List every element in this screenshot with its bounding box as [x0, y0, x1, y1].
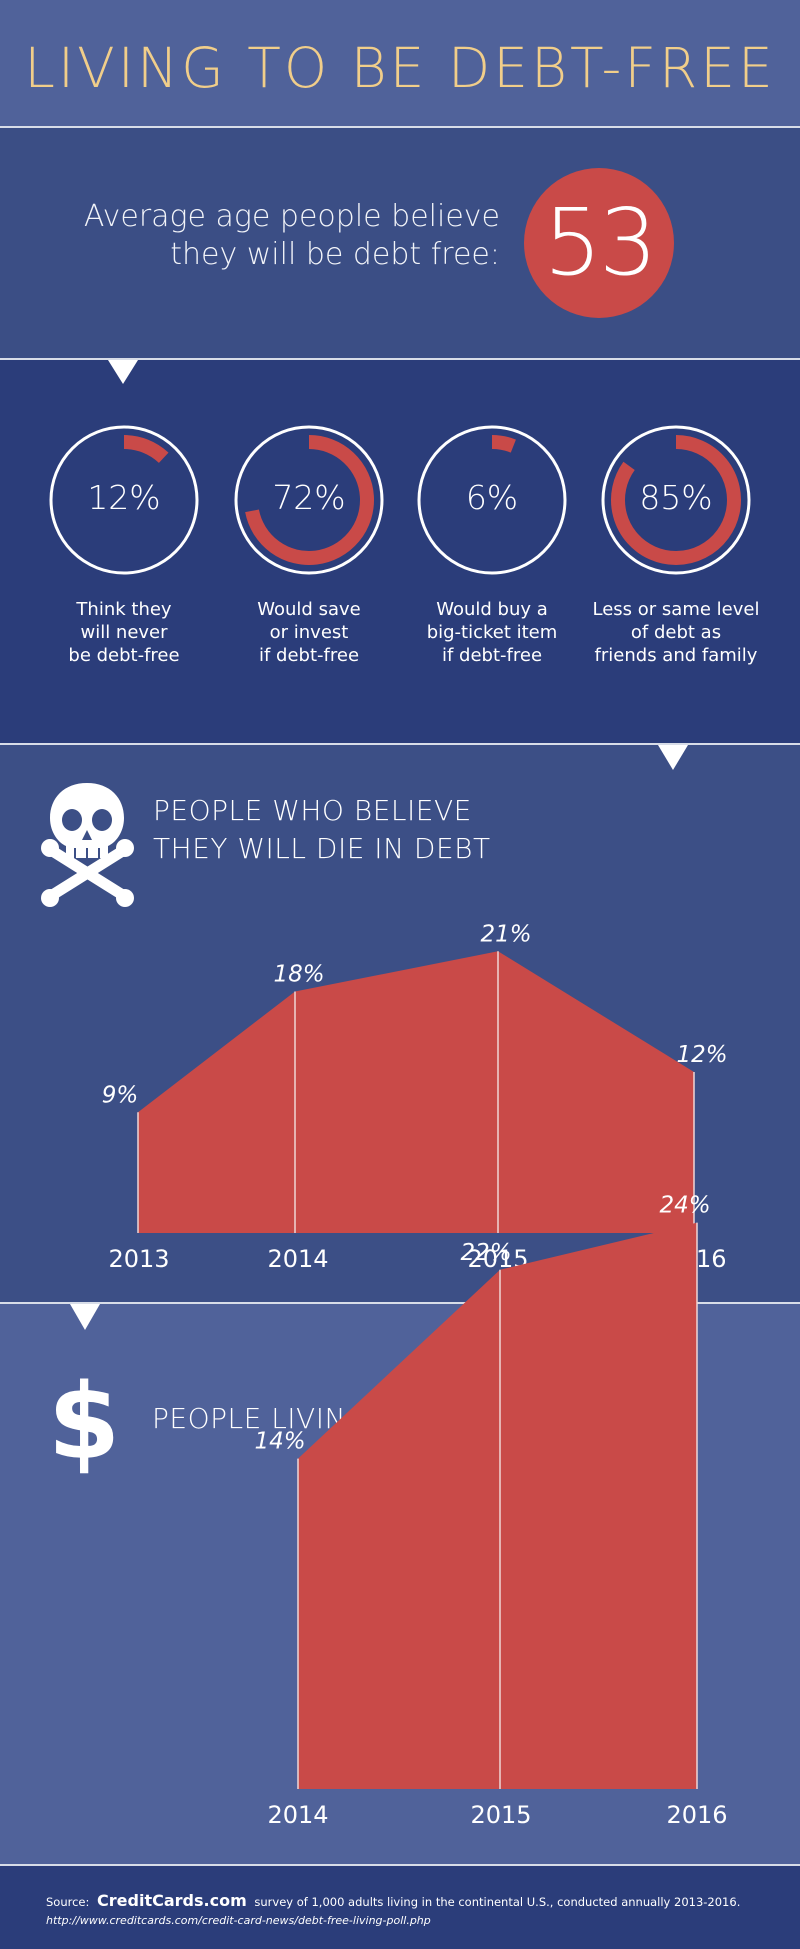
skull-crossbones-icon — [41, 783, 134, 907]
age-caption: Average age people believe they will be … — [60, 198, 500, 274]
stat-label-line: friends and family — [594, 645, 758, 666]
divider — [0, 126, 800, 128]
stat-ring-outline — [601, 425, 751, 575]
area-fill — [138, 951, 694, 1233]
stat-label-line: of debt as — [630, 622, 722, 643]
footer-source: Source: CreditCards.com survey of 1,000 … — [46, 1891, 740, 1910]
stat-ring-arc — [491, 435, 516, 453]
data-label: 14% — [254, 1429, 305, 1455]
data-label: 24% — [659, 1193, 710, 1219]
stat-ring-outline — [49, 425, 199, 575]
stat-ring-outline — [417, 425, 567, 575]
x-tick-label: 2014 — [267, 1801, 328, 1829]
footer-brand: CreditCards.com — [97, 1891, 247, 1910]
stat-value: 12% — [87, 478, 161, 517]
page-title: LIVING TO BE DEBT-FREE — [24, 36, 776, 100]
chart2-plot: 14% 2014 22% 2015 24% 2016 — [254, 1193, 727, 1829]
data-label: 22% — [460, 1240, 511, 1266]
divider — [0, 743, 800, 745]
stats-rings — [49, 425, 751, 575]
stat-label-line: will never — [80, 622, 168, 643]
chart1-title: PEOPLE WHO BELIEVE THEY WILL DIE IN DEBT — [153, 792, 491, 868]
divider — [0, 358, 800, 360]
stat-ring-outline — [234, 425, 384, 575]
footer-source-prefix: Source: — [46, 1895, 90, 1909]
age-caption-line1: Average age people believe — [83, 199, 500, 234]
chart1-title-line2: THEY WILL DIE IN DEBT — [153, 832, 491, 865]
age-caption-line2: they will be debt free: — [170, 237, 500, 272]
stat-label-line: Would save — [257, 599, 361, 620]
footer-source-text: survey of 1,000 adults living in the con… — [254, 1895, 741, 1909]
stat-label-line: Less or same level — [592, 599, 760, 620]
data-label: 18% — [273, 962, 324, 988]
stat-ring-arc — [245, 435, 374, 565]
data-label: 9% — [102, 1082, 139, 1108]
stat-label-line: if debt-free — [258, 645, 360, 666]
stat-label-line: if debt-free — [441, 645, 543, 666]
age-value: 53 — [543, 189, 657, 296]
pointer-triangle — [658, 745, 688, 770]
dollar-sign-icon: $ — [48, 1361, 120, 1483]
area-fill — [298, 1222, 697, 1789]
stat-label-line: Would buy a — [436, 599, 548, 620]
stat-label-line: be debt-free — [68, 645, 180, 666]
stat-label: Less or same level of debt as friends and … — [576, 598, 776, 667]
divider — [0, 1864, 800, 1866]
data-label: 12% — [676, 1042, 727, 1068]
x-tick-label: 2014 — [267, 1245, 328, 1273]
stat-label: Think they will never be debt-free — [24, 598, 224, 667]
title-band: LIVING TO BE DEBT-FREE — [0, 0, 800, 126]
stat-ring-arc — [123, 435, 169, 464]
stat-label-line: big-ticket item — [426, 622, 558, 643]
x-tick-label: 2013 — [108, 1245, 169, 1273]
stat-value: 6% — [465, 478, 519, 517]
stat-label: Would save or invest if debt-free — [209, 598, 409, 667]
pointer-triangle — [70, 1304, 100, 1330]
pointer-triangle — [108, 360, 138, 384]
footer-band — [0, 1866, 800, 1949]
stat-label-line: Think they — [76, 599, 172, 620]
stat-label: Would buy a big-ticket item if debt-free — [392, 598, 592, 667]
stat-value: 85% — [639, 478, 713, 517]
data-label: 21% — [480, 921, 531, 947]
stat-label-line: or invest — [269, 622, 349, 643]
chart1-title-line1: PEOPLE WHO BELIEVE — [153, 794, 472, 827]
age-circle — [524, 168, 674, 318]
x-tick-label: 2016 — [666, 1801, 727, 1829]
footer-url: http://www.creditcards.com/credit-card-n… — [46, 1914, 431, 1927]
stat-ring-arc — [611, 435, 741, 565]
divider — [0, 1302, 800, 1304]
x-tick-label: 2015 — [470, 1801, 531, 1829]
stat-value: 72% — [272, 478, 346, 517]
